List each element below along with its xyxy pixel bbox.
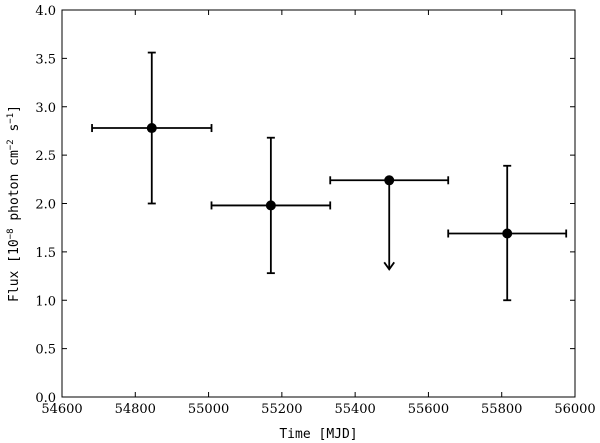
- y-tick-label: 4.0: [35, 4, 56, 19]
- y-tick-label: 1.5: [35, 246, 56, 261]
- data-point-marker: [384, 175, 395, 186]
- y-tick-label: 2.0: [35, 198, 56, 213]
- data-point-marker: [502, 228, 513, 239]
- y-axis-title-exponent-1: −8: [6, 228, 16, 239]
- data-points: [91, 51, 568, 302]
- x-tick-label: 55600: [408, 402, 449, 417]
- x-tick-label: 55800: [481, 402, 522, 417]
- data-point-group: [447, 164, 568, 302]
- data-point-group: [329, 175, 450, 271]
- axis-tick-labels: 54600 54800 55000 55200 55400 55600 55800 56000…: [35, 4, 595, 417]
- plot-frame: [61, 9, 576, 398]
- y-tick-label: 3.5: [35, 52, 56, 67]
- y-axis-title-part-2: photon cm: [7, 150, 22, 228]
- data-point-marker: [146, 123, 157, 134]
- y-tick-label: 2.5: [35, 149, 56, 164]
- data-point-group: [210, 136, 332, 275]
- y-axis-title-suffix: ]: [7, 105, 22, 113]
- y-axis-title-exponent-2: −2: [6, 139, 16, 150]
- data-point-marker: [265, 200, 276, 211]
- y-axis-title: Flux [10−8 photon cm−2 s−1]: [6, 105, 22, 302]
- axis-ticks: [61, 9, 576, 398]
- x-tick-label: 54600: [41, 402, 82, 417]
- x-tick-label: 55400: [334, 402, 375, 417]
- y-axis-title-exponent-3: −1: [6, 113, 16, 124]
- y-tick-label: 0.5: [35, 343, 56, 358]
- upper-limit-arrow-head: [383, 261, 395, 271]
- x-tick-label: 55200: [261, 402, 302, 417]
- y-tick-label: 0.0: [35, 391, 56, 406]
- data-point-group: [91, 51, 213, 205]
- y-axis-title-prefix: Flux [10: [7, 239, 22, 302]
- x-tick-label: 56000: [554, 402, 595, 417]
- x-tick-label: 55000: [188, 402, 229, 417]
- y-tick-label: 3.0: [35, 101, 56, 116]
- x-tick-label: 54800: [115, 402, 156, 417]
- x-axis-title: Time [MJD]: [279, 427, 357, 442]
- y-tick-label: 1.0: [35, 294, 56, 309]
- y-axis-title-part-3: s: [7, 124, 22, 140]
